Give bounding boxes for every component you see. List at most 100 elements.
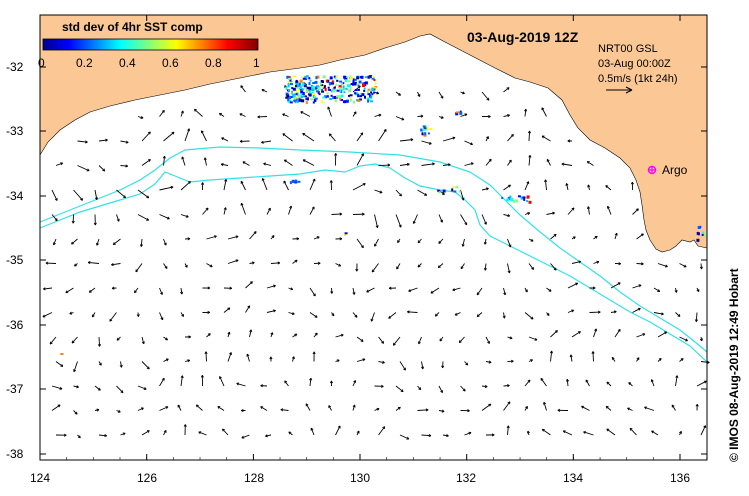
current-arrow-head [694,319,698,322]
sst-pixel [360,75,364,79]
current-arrow [395,406,401,411]
current-arrow-head [530,316,534,320]
current-arrow-head [507,214,511,218]
current-arrow-head [488,115,491,119]
current-arrow-head [240,180,244,184]
current-arrow-head [503,292,507,296]
current-arrow [632,284,642,289]
current-arrow-head [111,286,115,290]
current-arrow [438,410,445,412]
current-arrow-head [283,159,287,163]
sst-pixel [371,88,375,92]
current-arrow-head [294,333,298,337]
current-arrow [356,238,364,248]
current-arrow [195,404,203,411]
current-arrow [562,430,573,436]
current-arrow-head [680,358,684,361]
current-arrow-head [273,284,276,288]
current-arrow-head [336,359,340,363]
current-arrow [679,263,687,268]
current-arrow-head [97,387,101,391]
sst-pixel [339,80,343,83]
current-arrow-head [337,425,341,429]
x-tick-136: 136 [670,471,690,485]
current-arrow [292,259,298,264]
current-arrow-head [102,168,106,172]
current-arrow-head [229,286,233,290]
current-arrow [356,153,364,166]
current-arrow [606,381,612,387]
current-arrow [503,312,505,319]
current-arrow-head [120,390,124,394]
sst-pixel [359,95,363,98]
current-arrow-head [412,221,416,224]
current-arrow-head [483,267,487,271]
current-arrow-head [554,330,558,334]
current-arrow [460,189,464,201]
current-arrow-head [74,263,77,267]
sst-pixel [328,82,331,86]
current-arrow [206,333,211,338]
current-arrow [507,425,509,436]
current-arrow [438,189,445,195]
sst-pixel [424,125,428,128]
current-arrow [137,385,147,390]
current-arrow-head [361,245,364,249]
current-arrow [227,352,232,362]
sst-pixel [329,98,333,100]
sst-pixel [363,82,367,85]
sst-pixel [294,100,297,104]
current-arrow [265,434,272,437]
sst-pixel [295,86,299,89]
current-arrow [567,309,574,313]
current-arrow-head [314,314,318,318]
current-arrow-head [109,318,113,322]
current-arrow [399,163,410,166]
sst-pixel [363,89,366,92]
sst-pixel [459,110,462,113]
current-arrow-head [510,134,514,137]
sst-pixel [423,127,427,131]
current-arrow [546,159,551,166]
current-arrow-head [596,260,600,264]
current-arrow-head [117,409,121,413]
sst-pixel [329,76,333,80]
sst-pixel [367,93,371,96]
current-arrow-head [425,408,429,412]
current-arrow-head [291,356,295,360]
current-arrow-head [88,289,92,293]
current-arrow [137,214,149,221]
current-arrow [371,263,379,273]
current-arrow [335,425,341,436]
current-arrow-head [378,113,382,117]
current-arrow-head [355,268,359,272]
current-arrow-head [526,430,530,434]
current-arrow-head [685,338,688,342]
current-arrow-head [658,358,662,361]
current-arrow [366,287,375,293]
current-arrow-head [160,317,164,321]
current-arrow-head [664,331,668,335]
current-arrow [628,382,633,387]
current-arrow-head [528,154,532,158]
sst-pixel [344,79,347,83]
colorbar-tick-5: 1 [253,56,260,70]
sst-pixel [294,88,298,92]
current-arrow-head [310,427,314,431]
current-arrow-head [462,91,465,95]
y-tick-38: -38 [6,447,24,461]
current-arrow-head [249,329,253,333]
current-arrow [292,356,295,362]
current-arrow [679,336,688,342]
current-arrow-head [240,408,244,413]
sst-pixel [363,87,366,90]
current-arrow [503,287,506,296]
sst-pixel [366,97,370,101]
current-arrow-head [605,185,609,188]
current-arrow [159,186,174,191]
y-tick-36: -36 [6,318,24,332]
current-arrow [585,379,590,387]
x-tick-134: 134 [563,471,583,485]
current-arrow-head [665,264,668,268]
current-arrow-head [488,360,492,364]
